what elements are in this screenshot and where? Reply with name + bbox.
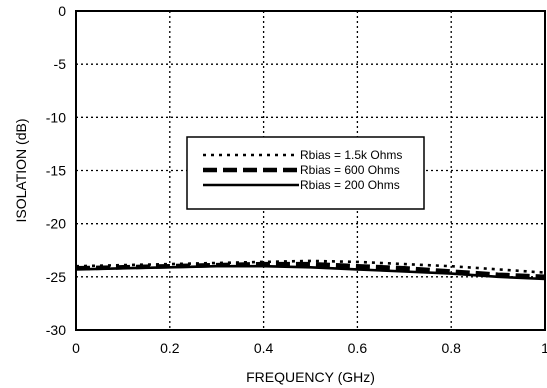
x-tick-label: 0.2 xyxy=(160,340,180,356)
legend-entry: Rbias = 600 Ohms xyxy=(300,163,400,177)
y-tick-label: -20 xyxy=(46,216,66,232)
series-line-1 xyxy=(75,261,546,280)
y-tick-label: -25 xyxy=(46,269,66,285)
x-tick-label: 1 xyxy=(541,340,547,356)
y-axis-title: ISOLATION (dB) xyxy=(13,119,29,223)
plot-frame xyxy=(75,10,546,331)
x-tick-label: 0 xyxy=(72,340,80,356)
y-tick-label: 0 xyxy=(58,3,66,19)
y-tick-label: -15 xyxy=(46,163,66,179)
x-tick-label: 0.6 xyxy=(348,340,368,356)
legend-entry: Rbias = 1.5k Ohms xyxy=(300,148,402,162)
x-axis-title: FREQUENCY (GHz) xyxy=(246,369,375,385)
x-tick-label: 0.8 xyxy=(441,340,461,356)
series-line-2 xyxy=(75,264,546,281)
grid-lines xyxy=(76,11,545,330)
y-axis-ticks: 0 -5 -10 -15 -20 -25 -30 xyxy=(46,3,66,338)
x-axis-ticks: 0 0.2 0.4 0.6 0.8 1 xyxy=(72,340,547,356)
legend-entry: Rbias = 200 Ohms xyxy=(300,178,400,192)
y-tick-label: -30 xyxy=(46,322,66,338)
y-tick-label: -5 xyxy=(54,56,67,72)
series-lines xyxy=(75,259,546,281)
series-line-0 xyxy=(75,259,546,274)
x-tick-label: 0.4 xyxy=(254,340,274,356)
y-tick-label: -10 xyxy=(46,109,66,125)
legend-box xyxy=(186,136,425,210)
